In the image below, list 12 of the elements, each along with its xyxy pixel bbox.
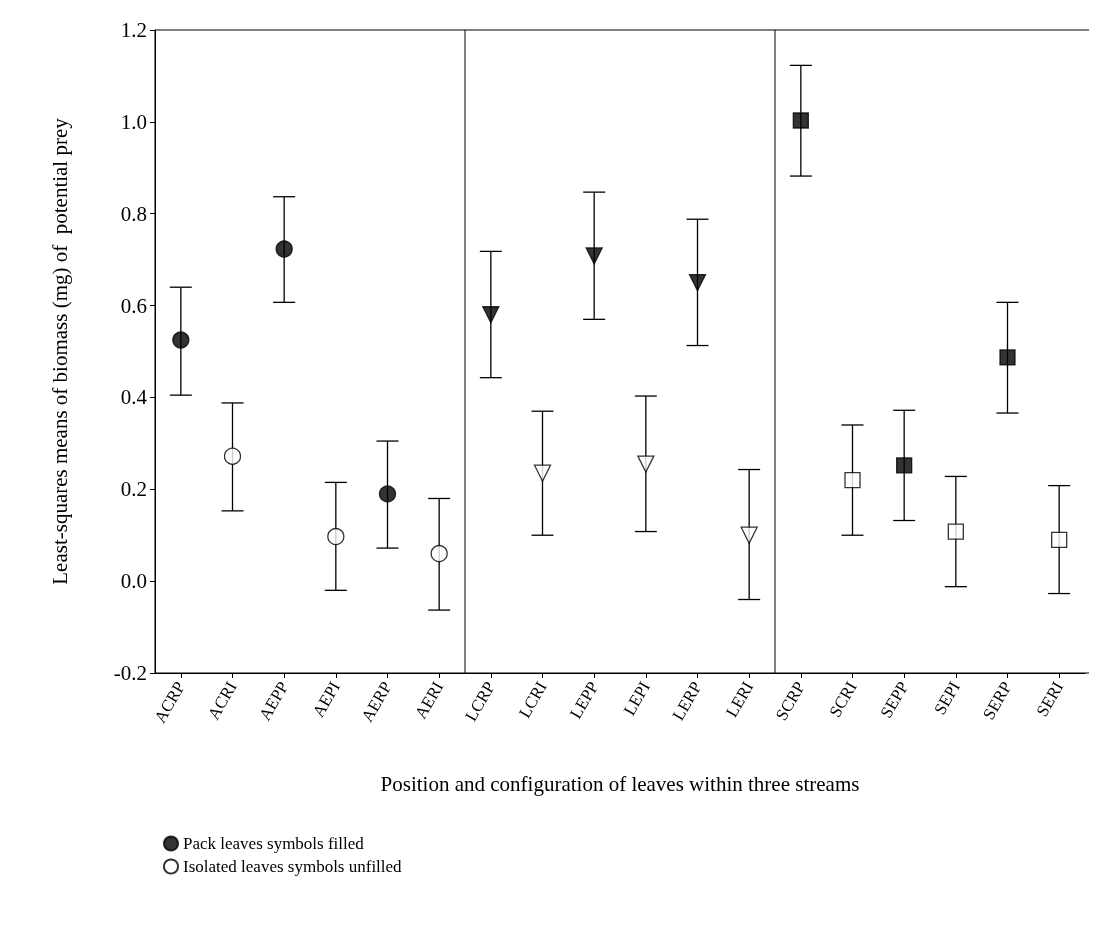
y-tick-label: 0.6 [120,293,147,318]
x-axis-title: Position and configuration of leaves within three streams [380,771,860,796]
y-tick-label: 0.2 [120,477,147,502]
y-tick-label: -0.2 [113,661,147,685]
y-tick-label: 0.4 [120,385,148,410]
y-tick-label: 1.2 [120,18,147,42]
y-tick-label: 0.8 [120,201,147,226]
y-tick-label: 1.0 [120,109,147,134]
y-axis-title: Least-squares means of biomass (mg) of potential prey [47,117,72,585]
legend-label: Pack leaves symbols filled [183,834,365,853]
legend-label: Isolated leaves symbols unfilled [183,857,403,876]
y-tick-label: 0.0 [120,569,147,594]
